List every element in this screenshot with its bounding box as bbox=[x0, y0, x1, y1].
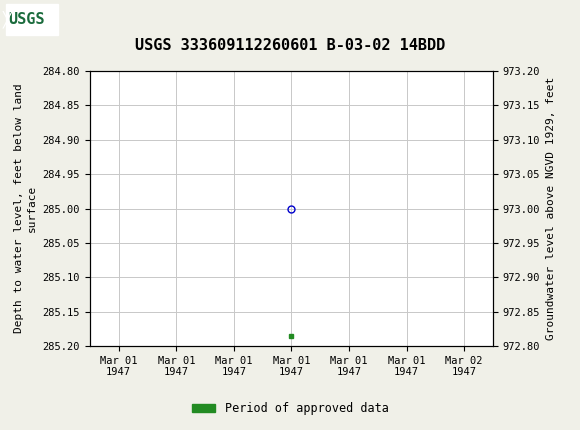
Text: USGS: USGS bbox=[9, 12, 45, 27]
Text: USGS 333609112260601 B-03-02 14BDD: USGS 333609112260601 B-03-02 14BDD bbox=[135, 38, 445, 52]
FancyBboxPatch shape bbox=[6, 4, 58, 35]
Text: ╳: ╳ bbox=[3, 11, 12, 28]
Y-axis label: Depth to water level, feet below land
surface: Depth to water level, feet below land su… bbox=[14, 84, 37, 333]
Legend: Period of approved data: Period of approved data bbox=[187, 397, 393, 420]
Y-axis label: Groundwater level above NGVD 1929, feet: Groundwater level above NGVD 1929, feet bbox=[546, 77, 556, 340]
